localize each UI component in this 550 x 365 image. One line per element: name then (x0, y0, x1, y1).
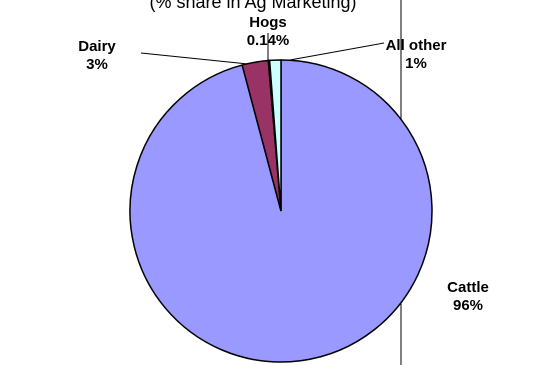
slice-label-name-cattle: Cattle (447, 279, 489, 296)
pie-slices (129, 59, 433, 363)
slice-label-name-hogs: Hogs (249, 14, 287, 31)
slice-label-value-all-other: 1% (405, 55, 427, 72)
slice-label-name-all-other: All other (386, 37, 447, 54)
pie-slice-all-other (268, 59, 282, 212)
slice-label-value-dairy: 3% (86, 56, 108, 73)
leader-lines (140, 33, 385, 65)
leader-line-dairy (140, 52, 249, 65)
slice-label-value-hogs: 0.14% (247, 32, 290, 49)
slice-label-name-dairy: Dairy (78, 38, 116, 55)
slice-label-value-cattle: 96% (453, 297, 483, 314)
leader-line-all-other (289, 42, 385, 61)
chart-title: (% share in Ag Marketing) (149, 0, 356, 12)
